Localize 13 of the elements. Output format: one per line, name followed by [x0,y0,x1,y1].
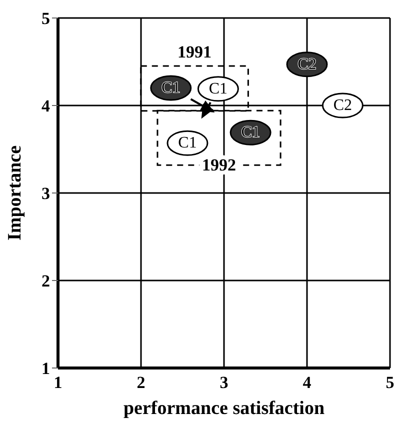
y-tick-label: 4 [42,96,50,116]
x-tick-label: 2 [136,373,146,392]
annotation: 1991 [178,42,212,62]
x-tick-label: 1 [54,373,62,392]
y-axis-title: Importance [4,146,26,240]
y-tick-label: 3 [42,184,50,204]
x-tick-label: 5 [386,373,394,392]
x-tick-label: 4 [302,373,312,392]
x-axis-title: performance satisfaction [123,398,325,419]
y-tick-label: 2 [42,272,50,291]
x-tick-label: 3 [220,373,228,392]
y-tick-label: 1 [42,359,50,378]
y-tick-label: 5 [42,9,50,28]
